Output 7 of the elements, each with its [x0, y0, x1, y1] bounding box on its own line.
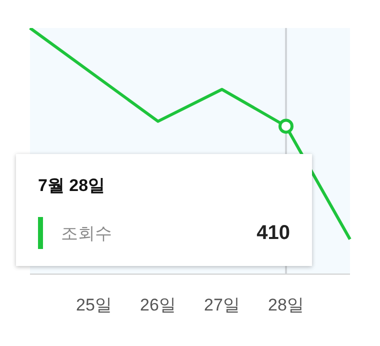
legend-label: 조회수	[61, 222, 113, 245]
x-tick-label: 27일	[204, 295, 240, 314]
x-tick-label: 26일	[140, 295, 176, 314]
x-tick-label: 28일	[268, 295, 304, 314]
x-tick-label: 25일	[76, 295, 112, 314]
annotation: 410	[256, 222, 290, 245]
annotation: 7월 28일	[38, 175, 106, 198]
